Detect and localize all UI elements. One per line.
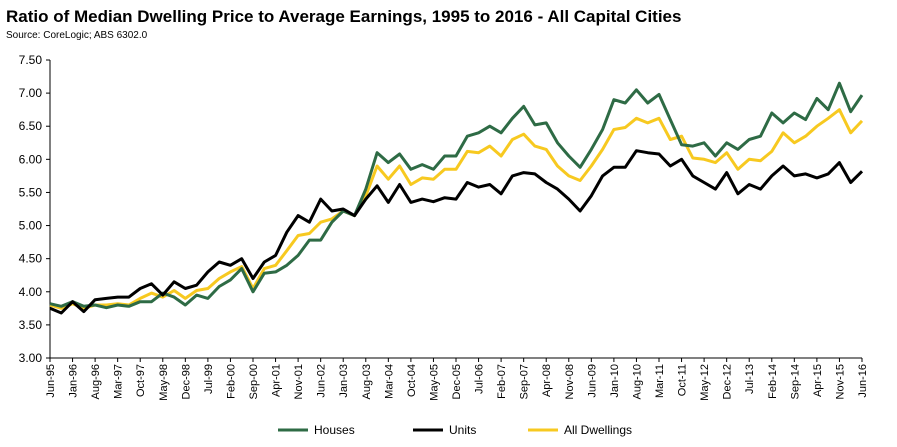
y-tick-label: 7.50 (19, 53, 43, 67)
x-tick-label: Jun-09 (586, 364, 598, 398)
x-tick-label: Nov-15 (834, 364, 846, 399)
x-tick-label: May-98 (158, 364, 170, 401)
x-tick-label: Jan-03 (338, 364, 350, 398)
y-tick-label: 5.00 (19, 219, 43, 233)
x-tick-label: Feb-07 (496, 364, 508, 399)
x-tick-label: Apr-01 (271, 364, 283, 397)
x-tick-label: Dec-98 (180, 364, 192, 399)
x-tick-label: Mar-97 (113, 364, 125, 399)
x-tick-label: Jun-02 (316, 364, 328, 398)
x-tick-label: Oct-97 (135, 364, 147, 397)
y-tick-label: 3.50 (19, 318, 43, 332)
x-tick-label: Feb-14 (767, 364, 779, 399)
y-tick-label: 6.50 (19, 119, 43, 133)
x-tick-label: Aug-10 (631, 364, 643, 399)
x-tick-label: Aug-96 (90, 364, 102, 399)
x-tick-label: Apr-08 (541, 364, 553, 397)
legend-label: All Dwellings (564, 423, 632, 437)
y-tick-label: 6.00 (19, 152, 43, 166)
x-tick-label: Apr-15 (812, 364, 824, 397)
x-tick-label: Nov-01 (293, 364, 305, 399)
x-tick-label: Jul-99 (203, 364, 215, 394)
x-tick-label: Dec-12 (722, 364, 734, 399)
series-line (49, 108, 864, 310)
x-tick-label: Jul-13 (744, 364, 756, 394)
x-tick-label: Jan-10 (609, 364, 621, 398)
x-tick-label: Jul-06 (474, 364, 486, 394)
x-tick-label: Nov-08 (564, 364, 576, 399)
series-line (49, 149, 864, 315)
x-tick-label: Jun-16 (857, 364, 869, 398)
x-tick-label: Mar-04 (383, 364, 395, 399)
x-tick-label: Mar-11 (654, 364, 666, 398)
x-tick-label: Sep-14 (789, 364, 801, 399)
x-tick-label: Aug-03 (361, 364, 373, 399)
x-tick-label: May-12 (699, 364, 711, 401)
x-tick-label: Dec-05 (451, 364, 463, 399)
x-tick-label: Oct-11 (677, 364, 689, 396)
y-tick-label: 3.00 (19, 351, 43, 365)
y-tick-label: 4.50 (19, 252, 43, 266)
chart-title: Ratio of Median Dwelling Price to Averag… (6, 7, 681, 26)
y-tick-label: 5.50 (19, 185, 43, 199)
legend-label: Houses (314, 423, 355, 437)
x-tick-label: Sep-00 (248, 364, 260, 399)
y-tick-label: 4.00 (19, 285, 43, 299)
chart-subtitle: Source: CoreLogic; ABS 6302.0 (6, 30, 148, 41)
x-tick-label: Oct-04 (406, 364, 418, 397)
x-tick-label: Feb-00 (225, 364, 237, 399)
legend-label: Units (449, 423, 476, 437)
x-tick-label: Jun-95 (45, 364, 57, 398)
series-line (49, 81, 864, 310)
x-tick-label: Sep-07 (519, 364, 531, 399)
x-tick-label: Jan-96 (68, 364, 80, 398)
x-tick-label: May-05 (428, 364, 440, 401)
y-tick-label: 7.00 (19, 86, 43, 100)
